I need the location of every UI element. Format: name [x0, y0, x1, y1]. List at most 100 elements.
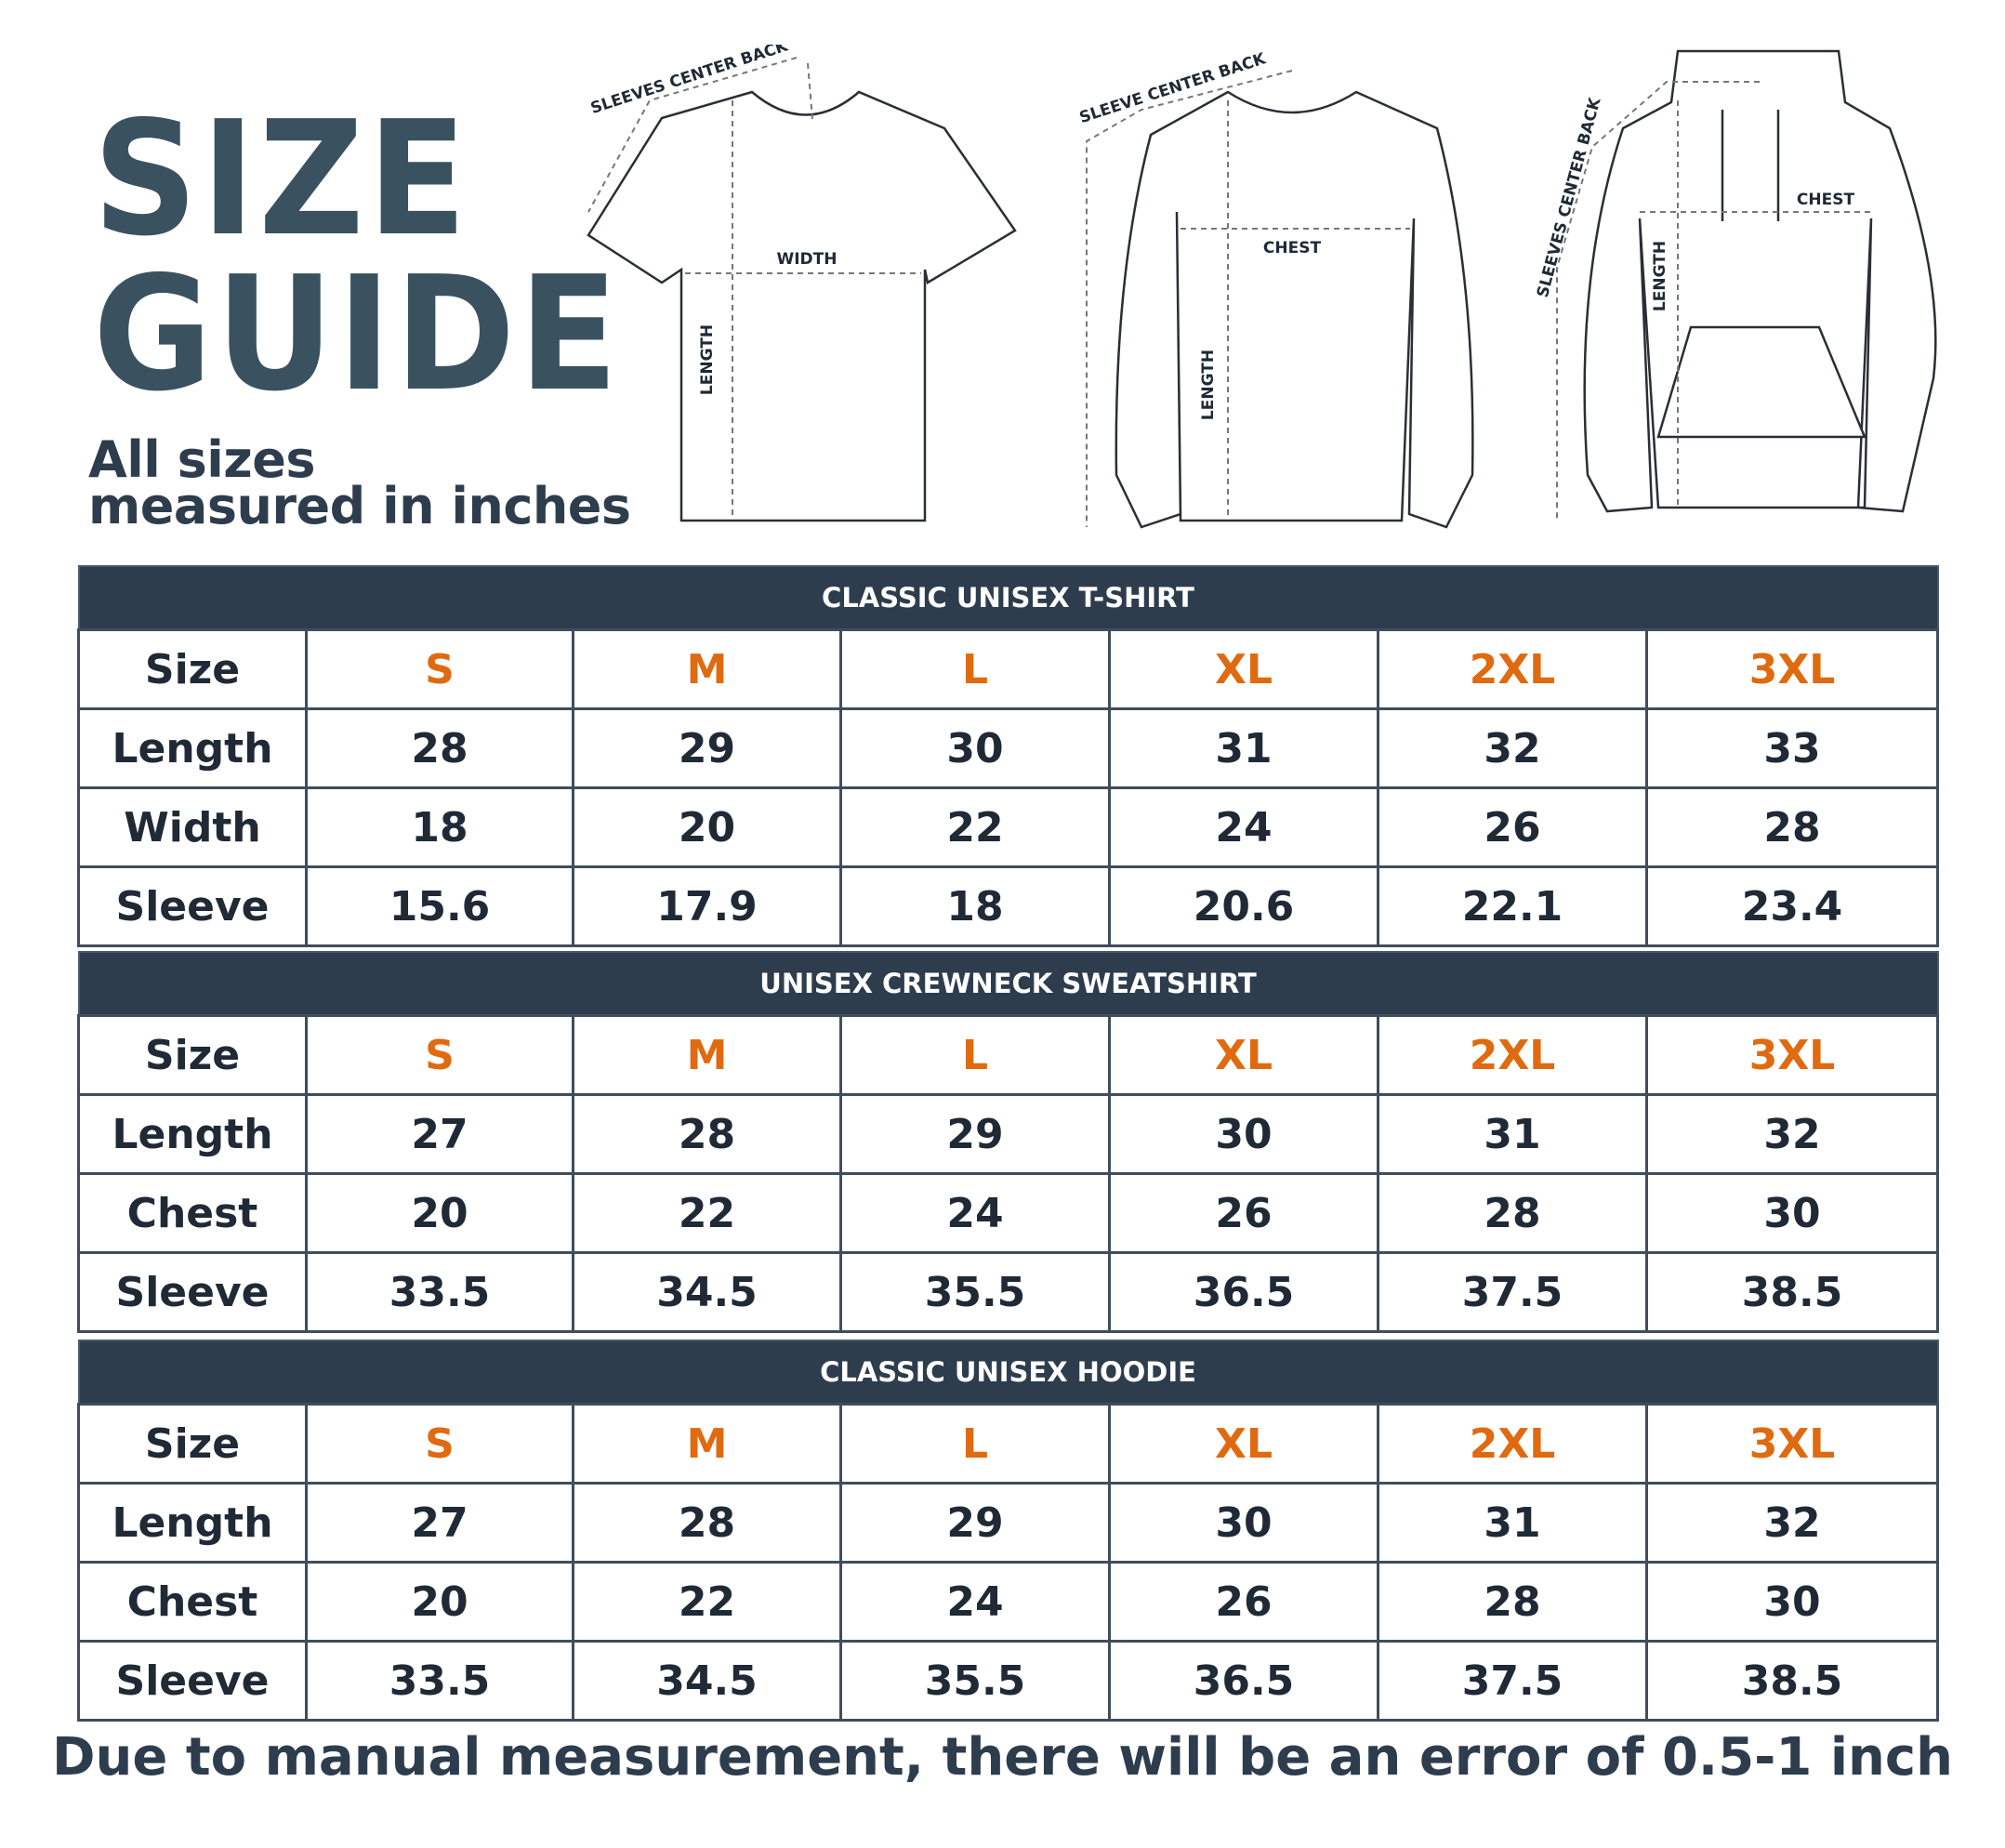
measurement-cell: 20.6: [1108, 865, 1379, 947]
measurement-cell: 36.5: [1108, 1251, 1379, 1333]
size-header-cell: 3XL: [1644, 628, 1940, 710]
row-label: Sleeve: [77, 1640, 308, 1722]
table-row-sizes: Size S M L XL 2XL 3XL: [77, 628, 1940, 710]
measurement-cell: 27: [305, 1482, 574, 1564]
tshirt-sleeve-line: [587, 57, 813, 213]
tshirt-length-label: LENGTH: [698, 324, 717, 395]
measurement-cell: 22: [572, 1561, 842, 1643]
size-header-cell: 3XL: [1644, 1403, 1940, 1485]
measurement-cell: 34.5: [572, 1251, 842, 1333]
size-table: CLASSIC UNISEX HOODIE Size S M L XL 2XL 3XL Leng…: [77, 1340, 1940, 1722]
row-label: Sleeve: [77, 865, 308, 947]
measurement-cell: 22: [839, 786, 1111, 868]
table-title: UNISEX CREWNECK SWEATSHIRT: [77, 951, 1939, 1017]
table-row: Length 27 28 29 30 31 32: [77, 1482, 1940, 1564]
title-size: SIZE: [93, 87, 470, 271]
table-row: Length 28 29 30 31 32 33: [77, 707, 1940, 789]
measurement-cell: 24: [1108, 786, 1379, 868]
row-label: Size: [77, 1403, 308, 1485]
size-header-cell: XL: [1108, 1014, 1379, 1096]
measurement-cell: 29: [839, 1093, 1111, 1175]
row-label: Width: [77, 786, 308, 868]
size-header-cell: M: [572, 1403, 842, 1485]
size-header-cell: L: [839, 1014, 1111, 1096]
measurement-cell: 30: [1108, 1482, 1379, 1564]
measurement-cell: 34.5: [572, 1640, 842, 1722]
sweatshirt-length-label: LENGTH: [1199, 350, 1218, 420]
measurement-cell: 37.5: [1377, 1640, 1648, 1722]
sweatshirt-chest-label: CHEST: [1263, 239, 1322, 257]
measurement-cell: 31: [1377, 1093, 1648, 1175]
table-row-sizes: Size S M L XL 2XL 3XL: [77, 1403, 1940, 1485]
measurement-cell: 30: [1644, 1172, 1940, 1254]
row-label: Chest: [77, 1561, 308, 1643]
measurement-cell: 17.9: [572, 865, 842, 947]
title-guide: GUIDE: [93, 243, 622, 427]
size-header-cell: L: [839, 1403, 1111, 1485]
row-label: Length: [77, 707, 308, 789]
hoodie-length-label: LENGTH: [1651, 241, 1669, 311]
measurement-cell: 22.1: [1377, 865, 1648, 947]
table-row: Sleeve 15.6 17.9 18 20.6 22.1 23.4: [77, 865, 1940, 947]
subtitle-line2: measured in inches: [88, 477, 631, 535]
size-header-cell: XL: [1108, 628, 1379, 710]
size-header-cell: 2XL: [1377, 628, 1648, 710]
measurement-cell: 32: [1377, 707, 1648, 789]
measurement-cell: 36.5: [1108, 1640, 1379, 1722]
measurement-cell: 30: [839, 707, 1111, 789]
table-row: Chest 20 22 24 26 28 30: [77, 1172, 1940, 1254]
size-header-cell: M: [572, 1014, 842, 1096]
measurement-cell: 35.5: [839, 1251, 1111, 1333]
measurement-cell: 37.5: [1377, 1251, 1648, 1333]
table-title: CLASSIC UNISEX T-SHIRT: [77, 565, 1939, 631]
measurement-cell: 24: [839, 1172, 1111, 1254]
measurement-cell: 29: [572, 707, 842, 789]
measurement-cell: 26: [1377, 786, 1648, 868]
table-row: Sleeve 33.5 34.5 35.5 36.5 37.5 38.5: [77, 1640, 1940, 1722]
sweatshirt-illustration: CHEST LENGTH SLEEVE CENTER BACK: [1077, 49, 1474, 529]
measurement-cell: 38.5: [1644, 1640, 1940, 1722]
sweatshirt-outline: [1115, 90, 1474, 529]
hoodie-sleeve-line: [1556, 81, 1760, 519]
row-label: Chest: [77, 1172, 308, 1254]
measurement-cell: 30: [1644, 1561, 1940, 1643]
measurement-cell: 23.4: [1644, 865, 1940, 947]
measurement-cell: 22: [572, 1172, 842, 1254]
measurement-cell: 20: [305, 1172, 574, 1254]
size-header-cell: S: [305, 1014, 574, 1096]
size-table: UNISEX CREWNECK SWEATSHIRT Size S M L XL 2XL 3X…: [77, 951, 1940, 1333]
row-label: Length: [77, 1482, 308, 1564]
row-label: Size: [77, 628, 308, 710]
hoodie-pocket: [1656, 325, 1866, 439]
hoodie-chest-label: CHEST: [1797, 191, 1855, 209]
size-header-cell: XL: [1108, 1403, 1379, 1485]
footer-note: Due to manual measurement, there will be…: [52, 1727, 1953, 1788]
measurement-cell: 28: [1644, 786, 1940, 868]
table-title: CLASSIC UNISEX HOODIE: [77, 1340, 1939, 1406]
size-table: CLASSIC UNISEX T-SHIRT Size S M L XL 2XL 3XL Len…: [77, 565, 1940, 947]
row-label: Sleeve: [77, 1251, 308, 1333]
subtitle: All sizes measured in inches: [88, 430, 631, 535]
table-row: Chest 20 22 24 26 28 30: [77, 1561, 1940, 1643]
table-row: Width 18 20 22 24 26 28: [77, 786, 1940, 868]
measurement-cell: 18: [305, 786, 574, 868]
measurement-cell: 20: [572, 786, 842, 868]
size-header-cell: 2XL: [1377, 1403, 1648, 1485]
measurement-cell: 33: [1644, 707, 1940, 789]
size-header-cell: 2XL: [1377, 1014, 1648, 1096]
measurement-cell: 38.5: [1644, 1251, 1940, 1333]
measurement-cell: 28: [305, 707, 574, 789]
measurement-cell: 32: [1644, 1093, 1940, 1175]
subtitle-line1: All sizes: [88, 430, 315, 489]
measurement-cell: 18: [839, 865, 1111, 947]
table-row: Sleeve 33.5 34.5 35.5 36.5 37.5 38.5: [77, 1251, 1940, 1333]
measurement-cell: 33.5: [305, 1251, 574, 1333]
measurement-cell: 28: [572, 1093, 842, 1175]
measurement-cell: 31: [1108, 707, 1379, 789]
table-row: Length 27 28 29 30 31 32: [77, 1093, 1940, 1175]
hoodie-outline: [1583, 49, 1937, 513]
measurement-cell: 32: [1644, 1482, 1940, 1564]
measurement-cell: 28: [1377, 1172, 1648, 1254]
measurement-cell: 30: [1108, 1093, 1379, 1175]
measurement-cell: 20: [305, 1561, 574, 1643]
